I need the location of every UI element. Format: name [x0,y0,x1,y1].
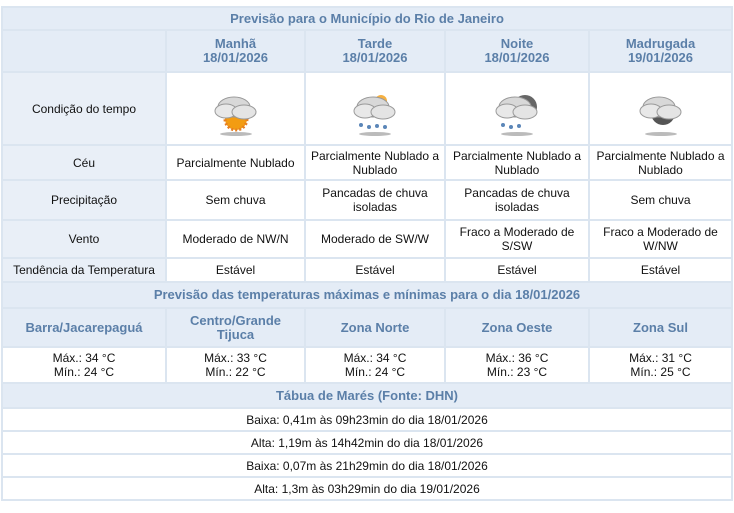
cloud-moon-icon [639,96,681,136]
vento-cell: Moderado de NW/N [165,219,306,259]
precip-cell: Pancadas de chuva isoladas [444,179,590,221]
condition-cell [165,71,306,146]
period-header: Noite 18/01/2026 [444,29,590,73]
min-temp: Mín.: 23 °C [486,365,548,379]
period-header: Manhã 18/01/2026 [165,29,306,73]
max-temp: Máx.: 34 °C [343,351,407,365]
precip-cell: Sem chuva [165,179,306,221]
cloud-rain-icon [353,94,396,136]
max-temp: Máx.: 31 °C [629,351,692,365]
min-temp: Mín.: 24 °C [53,365,115,379]
partly-cloudy-sun-icon [214,96,256,136]
zone-name: Centro/Grande Tijuca [165,307,306,348]
period-header: Tarde 18/01/2026 [304,29,446,73]
tides-title: Tábua de Marés (Fonte: DHN) [1,382,733,409]
ceu-cell: Parcialmente Nublado a Nublado [588,144,733,181]
tendencia-cell: Estável [165,257,306,283]
tide-row: Baixa: 0,07m às 21h29min do dia 18/01/20… [1,453,733,478]
tide-row: Alta: 1,19m às 14h42min do dia 18/01/202… [1,430,733,455]
precip-cell: Sem chuva [588,179,733,221]
zone-name: Zona Oeste [444,307,590,348]
max-temp: Máx.: 33 °C [204,351,267,365]
row-label-tendencia: Tendência da Temperatura [1,257,167,283]
tide-row: Alta: 1,3m às 03h29min do dia 19/01/2026 [1,476,733,501]
temp-title: Previsão das temperaturas máximas e míni… [1,281,733,309]
tendencia-cell: Estável [444,257,590,283]
zone-temps: Máx.: 31 °C Mín.: 25 °C [588,346,733,384]
zone-name: Zona Sul [588,307,733,348]
row-label-vento: Vento [1,219,167,259]
zone-temps: Máx.: 34 °C Mín.: 24 °C [1,346,167,384]
zone-temps: Máx.: 33 °C Mín.: 22 °C [165,346,306,384]
condition-cell [444,71,590,146]
row-label-precip: Precipitação [1,179,167,221]
min-temp: Mín.: 22 °C [205,365,266,379]
period-date: 18/01/2026 [342,50,408,65]
zone-name: Barra/Jacarepaguá [1,307,167,348]
ceu-cell: Parcialmente Nublado a Nublado [304,144,446,181]
vento-cell: Moderado de SW/W [304,219,446,259]
tendencia-cell: Estável [588,257,733,283]
max-temp: Máx.: 34 °C [52,351,116,365]
period-date: 18/01/2026 [202,50,269,65]
vento-cell: Fraco a Moderado de W/NW [588,219,733,259]
min-temp: Mín.: 24 °C [344,365,406,379]
zone-temps: Máx.: 36 °C Mín.: 23 °C [444,346,590,384]
period-date: 19/01/2026 [627,50,694,65]
forecast-title: Previsão para o Município do Rio de Jane… [1,6,733,31]
period-name: Manhã [214,36,257,51]
forecast-table: Previsão para o Município do Rio de Jane… [1,6,733,501]
zone-name: Zona Norte [304,307,446,348]
tendencia-cell: Estável [304,257,446,283]
period-name: Noite [500,36,534,51]
period-name: Tarde [357,36,393,51]
condition-cell [588,71,733,146]
ceu-cell: Parcialmente Nublado [165,144,306,181]
tide-row: Baixa: 0,41m às 09h23min do dia 18/01/20… [1,407,733,432]
period-header: Madrugada 19/01/2026 [588,29,733,73]
zone-temps: Máx.: 34 °C Mín.: 24 °C [304,346,446,384]
row-label-condicao: Condição do tempo [1,71,167,146]
period-date: 18/01/2026 [484,50,550,65]
ceu-cell: Parcialmente Nublado a Nublado [444,144,590,181]
precip-cell: Pancadas de chuva isoladas [304,179,446,221]
max-temp: Máx.: 36 °C [485,351,549,365]
min-temp: Mín.: 25 °C [630,365,691,379]
row-label-ceu: Céu [1,144,167,181]
cloud-moon-rain-icon [495,94,538,136]
condition-cell [304,71,446,146]
vento-cell: Fraco a Moderado de S/SW [444,219,590,259]
period-name: Madrugada [625,36,696,51]
